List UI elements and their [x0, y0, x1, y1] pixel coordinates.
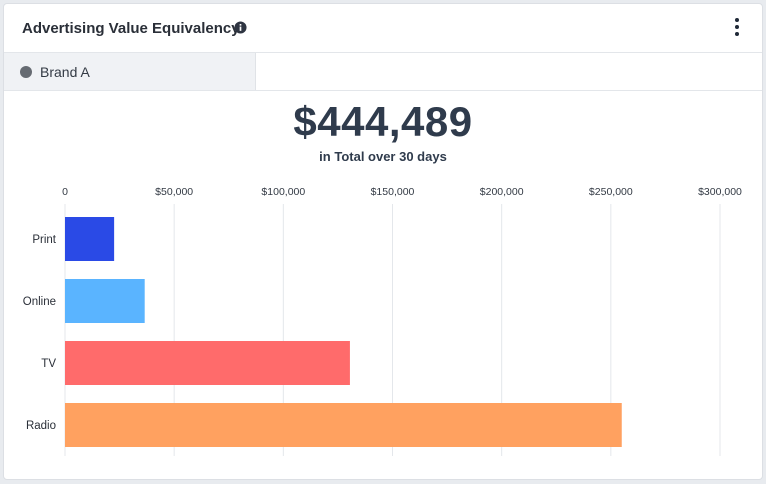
- x-tick-label: $100,000: [261, 186, 305, 198]
- brand-color-dot: [20, 66, 32, 78]
- widget-title: Advertising Value Equivalency: [22, 20, 240, 37]
- brand-tab[interactable]: Brand A: [4, 53, 256, 90]
- kebab-menu-icon[interactable]: [728, 18, 746, 38]
- x-tick-label: 0: [62, 186, 68, 198]
- x-tick-label: $50,000: [155, 186, 193, 198]
- bar-print[interactable]: [65, 217, 115, 261]
- x-tick-label: $300,000: [698, 186, 742, 198]
- total-value: $444,489: [293, 98, 473, 145]
- divider: [4, 90, 762, 91]
- info-icon[interactable]: [234, 21, 247, 34]
- bar-tv[interactable]: [65, 341, 350, 385]
- category-label-tv: TV: [41, 358, 56, 370]
- ave-widget-card: Advertising Value Equivalency Brand A $4…: [3, 3, 763, 480]
- x-tick-label: $150,000: [371, 186, 415, 198]
- x-tick-label: $200,000: [480, 186, 524, 198]
- bar-chart: 0 $50,000 $100,000 $150,000 $200,000 $250,000…: [23, 186, 742, 456]
- bar-online[interactable]: [65, 279, 145, 323]
- total-caption: in Total over 30 days: [319, 149, 447, 164]
- category-label-radio: Radio: [26, 420, 56, 432]
- brand-tab-label: Brand A: [40, 64, 90, 80]
- bar-radio[interactable]: [65, 403, 622, 447]
- x-tick-label: $250,000: [589, 186, 633, 198]
- category-label-online: Online: [23, 296, 56, 308]
- widget-header: Advertising Value Equivalency: [4, 4, 762, 53]
- category-label-print: Print: [32, 234, 56, 246]
